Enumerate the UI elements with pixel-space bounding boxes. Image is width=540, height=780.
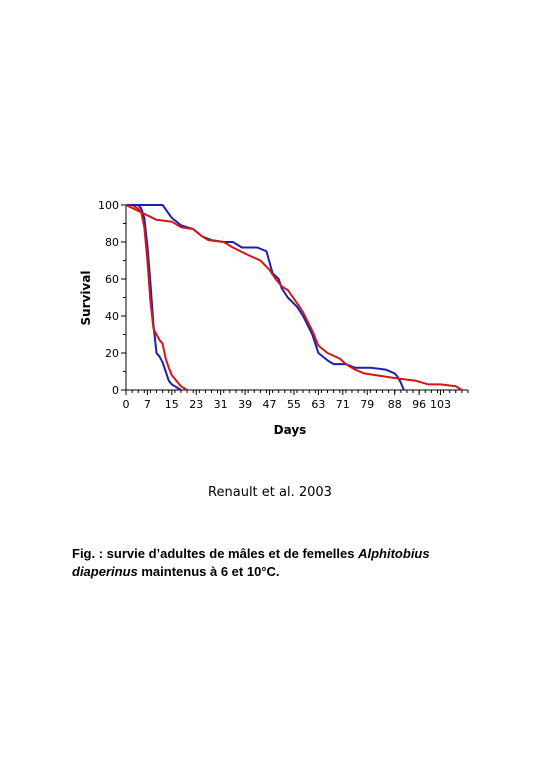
x-tick-label: 39: [238, 398, 252, 411]
series-line-4: [125, 204, 463, 391]
survival-chart: 0 20 40 60 80 100 0 7 15 23 31 39 47 55 63 71 79 88 96 103 D…: [79, 199, 469, 437]
y-tick-label: 100: [98, 199, 119, 212]
series-line-1: [126, 204, 182, 391]
figure-caption: Fig. : survie d’adultes de mâles et de f…: [72, 545, 492, 581]
caption-species-epithet: diaperinus: [72, 564, 138, 579]
x-tick-label: 96: [412, 398, 426, 411]
caption-species-genus: Alphitobius: [358, 546, 430, 561]
y-tick-label: 60: [105, 273, 119, 286]
caption-suffix: maintenus à 6 et 10°C.: [137, 564, 280, 579]
chart-axes: [121, 204, 469, 395]
y-tick-label: 0: [112, 384, 119, 397]
y-tick-label: 20: [105, 347, 119, 360]
x-tick-label: 63: [311, 398, 325, 411]
x-tick-label: 23: [189, 398, 203, 411]
x-axis-title: Days: [274, 423, 307, 437]
credit-text: Renault et al. 2003: [208, 485, 332, 500]
x-tick-label: 103: [430, 398, 451, 411]
chart-labels: 0 20 40 60 80 100 0 7 15 23 31 39 47 55 63 71 79 88 96 103 D…: [79, 199, 451, 437]
x-tick-label: 55: [287, 398, 301, 411]
y-axis-title: Survival: [79, 270, 93, 325]
y-tick-label: 40: [105, 310, 119, 323]
chart-series: [125, 204, 463, 391]
x-tick-label: 15: [165, 398, 179, 411]
caption-prefix: Fig. : survie d’adultes de mâles et de f…: [72, 546, 359, 561]
x-tick-label: 7: [144, 398, 151, 411]
x-tick-label: 79: [360, 398, 374, 411]
x-tick-label: 31: [214, 398, 228, 411]
y-tick-label: 80: [105, 236, 119, 249]
x-tick-label: 88: [388, 398, 402, 411]
x-tick-label: 71: [336, 398, 350, 411]
x-tick-label: 0: [123, 398, 130, 411]
series-line-2: [126, 204, 188, 391]
x-tick-label: 47: [263, 398, 277, 411]
